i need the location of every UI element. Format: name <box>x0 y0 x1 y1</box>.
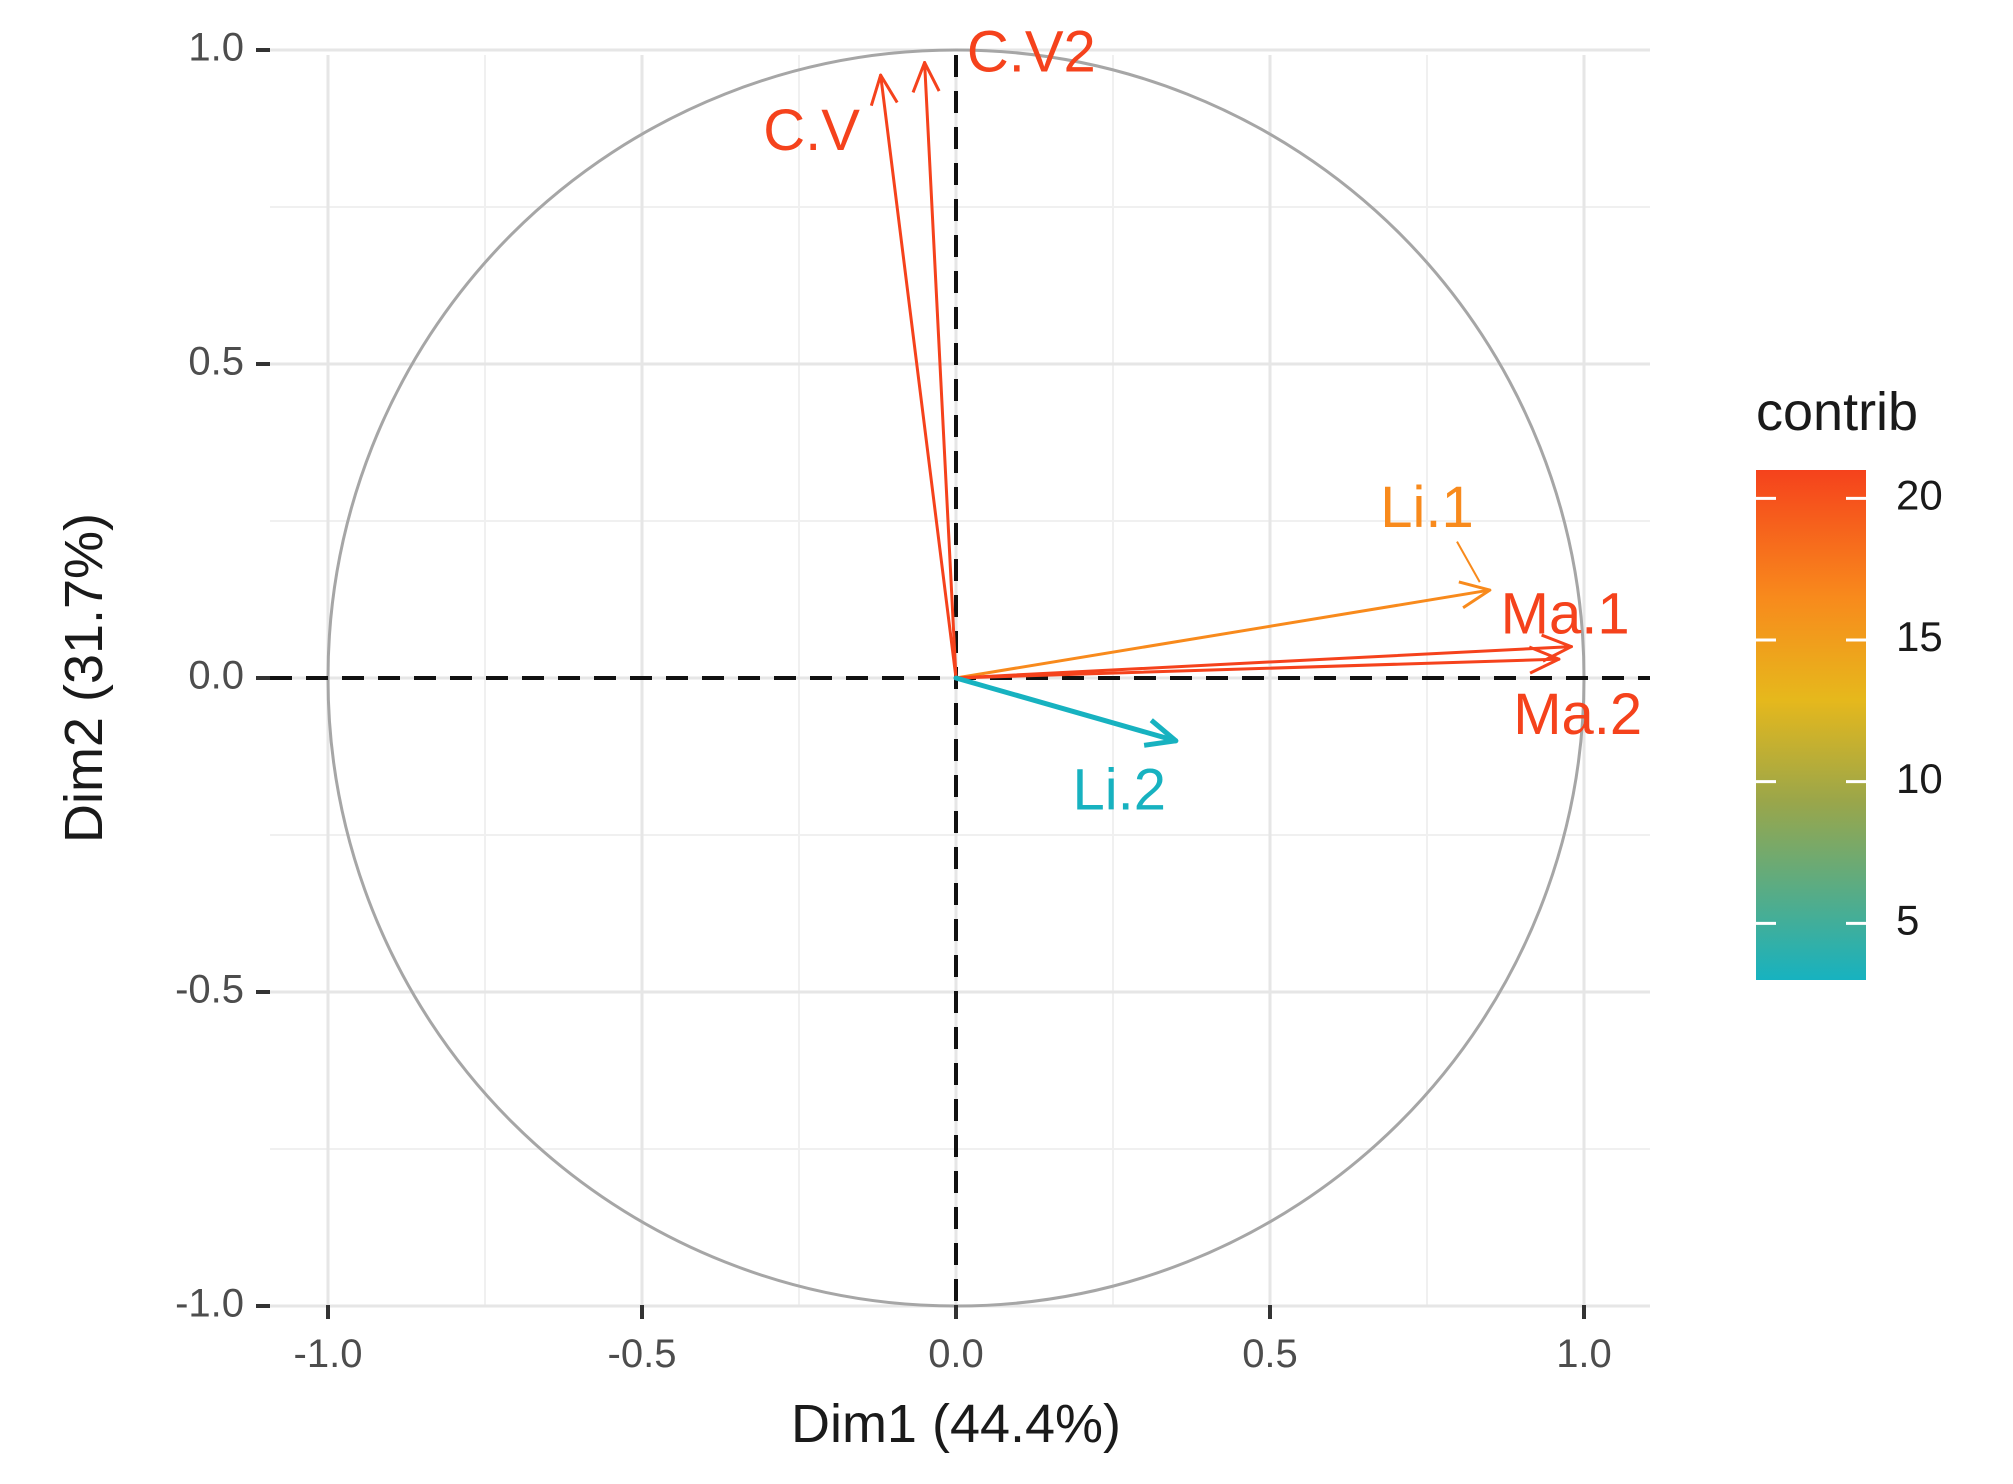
y-tick-label: -1.0 <box>175 1282 244 1326</box>
legend-tick-label: 5 <box>1896 896 1919 943</box>
y-tick-label: 0.5 <box>188 340 244 384</box>
x-tick-label: 0.0 <box>928 1332 984 1376</box>
arrowhead-Ma.2 <box>1528 645 1561 675</box>
arrowhead-Li.1 <box>1458 580 1492 609</box>
x-tick-label: 0.5 <box>1242 1332 1298 1376</box>
y-tick-label: -0.5 <box>175 968 244 1012</box>
label-Li.1: Li.1 <box>1380 475 1474 540</box>
label-C.V1: C.V <box>763 98 860 163</box>
leader-Li.1 <box>1456 541 1481 583</box>
legend-tick-label: 15 <box>1896 613 1943 660</box>
x-axis-ticks: -1.0 -0.5 0.0 0.5 1.0 <box>294 1305 1612 1376</box>
arrow-C.V1 <box>879 73 958 680</box>
label-Ma.2: Ma.2 <box>1513 682 1642 747</box>
legend-colorbar <box>1756 470 1866 980</box>
label-Ma.1: Ma.1 <box>1501 582 1630 647</box>
legend: contrib 5 10 15 20 <box>1756 382 1943 980</box>
y-axis-ticks: -1.0 -0.5 0.0 0.5 1.0 <box>175 26 270 1326</box>
x-tick-label: -0.5 <box>608 1332 677 1376</box>
x-axis-title: Dim1 (44.4%) <box>791 1394 1121 1454</box>
variable-arrows <box>869 61 1573 748</box>
variable-labels: C.V C.V2 Li.1 Ma.1 Ma.2 Li.2 <box>763 20 1642 823</box>
legend-tick-label: 10 <box>1896 755 1943 802</box>
y-tick-label: 1.0 <box>188 26 244 70</box>
label-Li.2: Li.2 <box>1073 758 1167 823</box>
arrow-Ma.1 <box>954 645 1573 680</box>
arrowhead-C.V1 <box>869 73 899 107</box>
legend-title: contrib <box>1756 382 1918 442</box>
arrow-Li.2 <box>953 675 1179 744</box>
arrow-Li.1 <box>954 588 1492 680</box>
x-tick-label: -1.0 <box>294 1332 363 1376</box>
y-axis-title: Dim2 (31.7%) <box>54 513 114 843</box>
arrow-C.V2 <box>923 61 958 680</box>
arrow-Ma.2 <box>954 657 1561 680</box>
legend-tick-label: 20 <box>1896 471 1943 518</box>
arrowhead-Li.2 <box>1143 718 1179 748</box>
arrowhead-C.V2 <box>911 61 941 93</box>
x-tick-label: 1.0 <box>1556 1332 1612 1376</box>
legend-ticks: 5 10 15 20 <box>1756 471 1943 943</box>
y-tick-label: 0.0 <box>188 654 244 698</box>
label-C.V2: C.V2 <box>967 20 1096 85</box>
